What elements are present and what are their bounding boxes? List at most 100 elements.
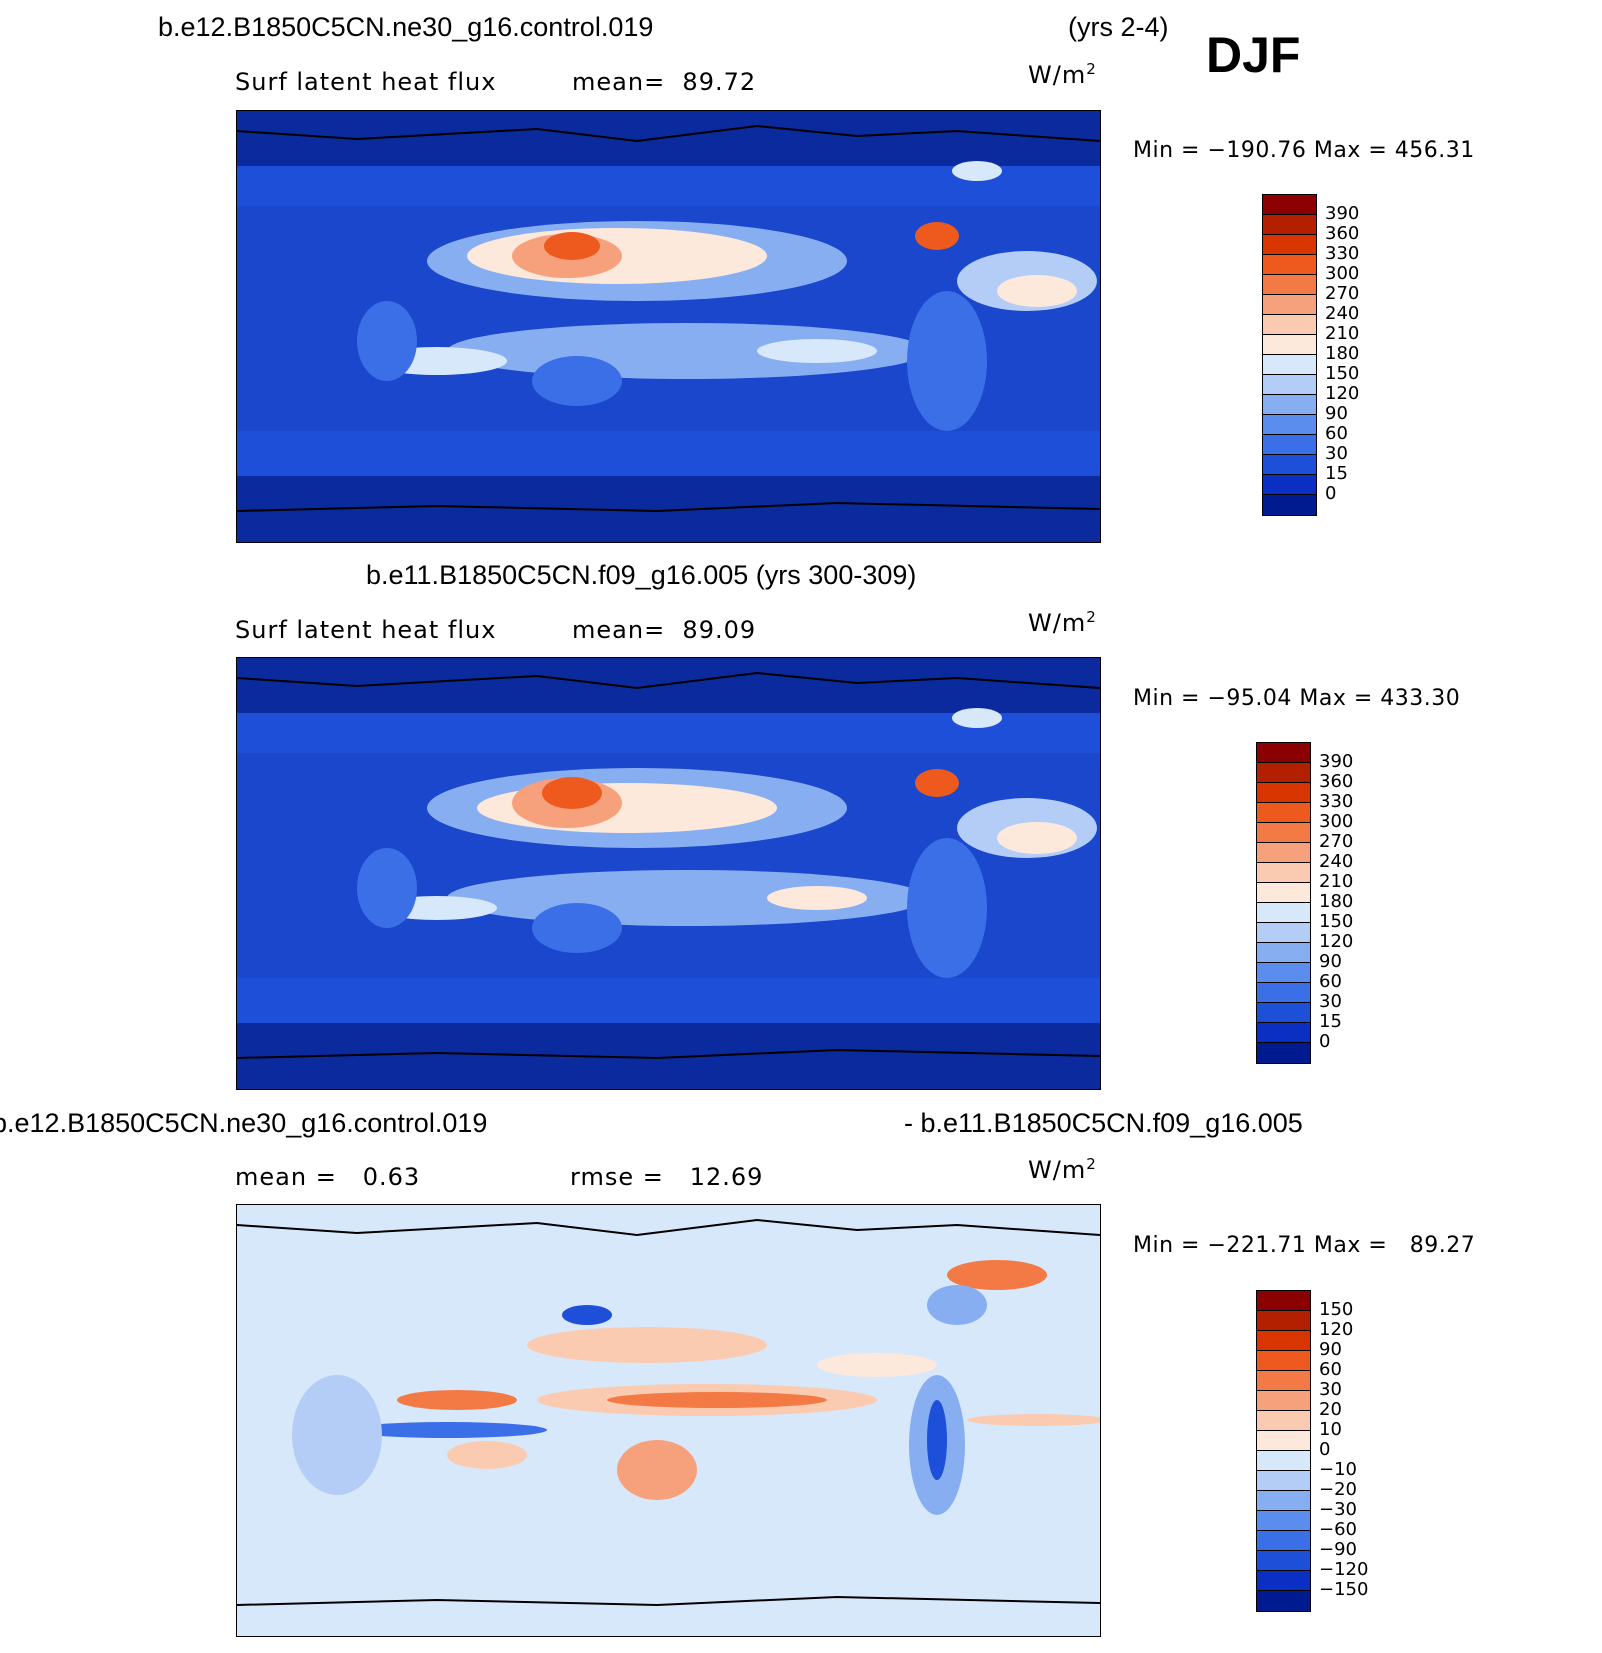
- colorbar-swatch: [1257, 923, 1310, 943]
- colorbar-label: 90: [1325, 403, 1348, 424]
- colorbar-label: −120: [1319, 1559, 1369, 1580]
- colorbar-swatch: [1263, 395, 1316, 415]
- colorbar-swatch: [1257, 1371, 1310, 1391]
- colorbar-swatch: [1257, 1311, 1310, 1331]
- colorbar-label: 180: [1319, 891, 1354, 912]
- colorbar-label: 240: [1325, 303, 1360, 324]
- colorbar-label: 150: [1319, 1299, 1354, 1320]
- panel2-variable: Surf latent heat flux: [235, 616, 497, 644]
- colorbar-swatch: [1263, 415, 1316, 435]
- colorbar-swatch: [1263, 215, 1316, 235]
- colorbar-label: 210: [1325, 323, 1360, 344]
- panel3-rmse: rmse = 12.69: [570, 1163, 764, 1191]
- colorbar-swatch: [1263, 255, 1316, 275]
- colorbar-swatch: [1257, 863, 1310, 883]
- case-years: (yrs 2-4): [1068, 12, 1169, 42]
- panel3-title-left: b.e12.B1850C5CN.ne30_g16.control.019: [0, 1108, 488, 1138]
- colorbar-label: 120: [1319, 931, 1354, 952]
- colorbar-swatch: [1257, 803, 1310, 823]
- colorbar-swatch: [1257, 1411, 1310, 1431]
- panel3-units: W/m2: [1028, 1155, 1097, 1184]
- colorbar-label: −20: [1319, 1479, 1357, 1500]
- colorbar-label: 270: [1319, 831, 1354, 852]
- panel3-minmax: Min = −221.71 Max = 89.27: [1133, 1233, 1476, 1258]
- colorbar-label: −10: [1319, 1459, 1357, 1480]
- colorbar-label: −150: [1319, 1579, 1369, 1600]
- colorbar-swatch: [1257, 963, 1310, 983]
- colorbar-label: 120: [1319, 1319, 1354, 1340]
- panel2-mean: mean= 89.09: [572, 616, 757, 644]
- colorbar-label: −60: [1319, 1519, 1357, 1540]
- colorbar-swatch: [1263, 275, 1316, 295]
- colorbar-swatch: [1257, 1471, 1310, 1491]
- colorbar-label: 360: [1325, 223, 1360, 244]
- colorbar-swatch: [1257, 943, 1310, 963]
- colorbar-swatch: [1263, 295, 1316, 315]
- colorbar-label: 60: [1319, 971, 1342, 992]
- colorbar-swatch: [1263, 495, 1316, 515]
- colorbar-label: 60: [1319, 1359, 1342, 1380]
- colorbar-swatch: [1257, 883, 1310, 903]
- panel1-colorbar: [1262, 194, 1317, 516]
- colorbar-label: −90: [1319, 1539, 1357, 1560]
- colorbar-label: 150: [1325, 363, 1360, 384]
- colorbar-label: 360: [1319, 771, 1354, 792]
- colorbar-label: 330: [1325, 243, 1360, 264]
- colorbar-label: −30: [1319, 1499, 1357, 1520]
- colorbar-swatch: [1257, 1451, 1310, 1471]
- colorbar-label: 30: [1319, 1379, 1342, 1400]
- panel1-minmax: Min = −190.76 Max = 456.31: [1133, 138, 1475, 163]
- colorbar-label: 120: [1325, 383, 1360, 404]
- colorbar-swatch: [1257, 1511, 1310, 1531]
- colorbar-swatch: [1257, 1531, 1310, 1551]
- colorbar-swatch: [1263, 435, 1316, 455]
- colorbar-swatch: [1263, 315, 1316, 335]
- colorbar-label: 180: [1325, 343, 1360, 364]
- panel2-title: b.e11.B1850C5CN.f09_g16.005 (yrs 300-309…: [366, 560, 917, 590]
- panel1-map: [236, 110, 1101, 543]
- panel3-colorbar: [1256, 1290, 1311, 1612]
- colorbar-swatch: [1257, 1351, 1310, 1371]
- colorbar-label: 390: [1325, 203, 1360, 224]
- panel3-mean: mean = 0.63: [235, 1163, 421, 1191]
- colorbar-swatch: [1257, 783, 1310, 803]
- colorbar-label: 0: [1319, 1439, 1331, 1460]
- panel3-map: [236, 1204, 1101, 1637]
- colorbar-label: 90: [1319, 951, 1342, 972]
- panel1-mean: mean= 89.72: [572, 68, 757, 96]
- colorbar-label: 390: [1319, 751, 1354, 772]
- colorbar-swatch: [1257, 1391, 1310, 1411]
- colorbar-label: 60: [1325, 423, 1348, 444]
- colorbar-label: 10: [1319, 1419, 1342, 1440]
- colorbar-label: 0: [1319, 1031, 1331, 1052]
- colorbar-swatch: [1257, 743, 1310, 763]
- panel1-units: W/m2: [1028, 60, 1097, 89]
- colorbar-swatch: [1257, 1043, 1310, 1063]
- colorbar-label: 15: [1325, 463, 1348, 484]
- colorbar-label: 270: [1325, 283, 1360, 304]
- colorbar-label: 90: [1319, 1339, 1342, 1360]
- panel2-colorbar: [1256, 742, 1311, 1064]
- colorbar-label: 30: [1319, 991, 1342, 1012]
- colorbar-label: 300: [1325, 263, 1360, 284]
- colorbar-swatch: [1257, 1331, 1310, 1351]
- colorbar-label: 210: [1319, 871, 1354, 892]
- colorbar-label: 0: [1325, 483, 1337, 504]
- colorbar-swatch: [1263, 235, 1316, 255]
- colorbar-label: 15: [1319, 1011, 1342, 1032]
- colorbar-swatch: [1257, 1491, 1310, 1511]
- colorbar-swatch: [1257, 823, 1310, 843]
- colorbar-swatch: [1257, 763, 1310, 783]
- colorbar-label: 240: [1319, 851, 1354, 872]
- colorbar-swatch: [1257, 1291, 1310, 1311]
- colorbar-swatch: [1257, 983, 1310, 1003]
- panel2-map: [236, 657, 1101, 1090]
- colorbar-label: 300: [1319, 811, 1354, 832]
- colorbar-swatch: [1257, 1003, 1310, 1023]
- colorbar-swatch: [1263, 455, 1316, 475]
- colorbar-swatch: [1257, 1571, 1310, 1591]
- colorbar-swatch: [1257, 1551, 1310, 1571]
- panel2-minmax: Min = −95.04 Max = 433.30: [1133, 686, 1461, 711]
- season-label: DJF: [1206, 27, 1301, 83]
- panel2-units: W/m2: [1028, 608, 1097, 637]
